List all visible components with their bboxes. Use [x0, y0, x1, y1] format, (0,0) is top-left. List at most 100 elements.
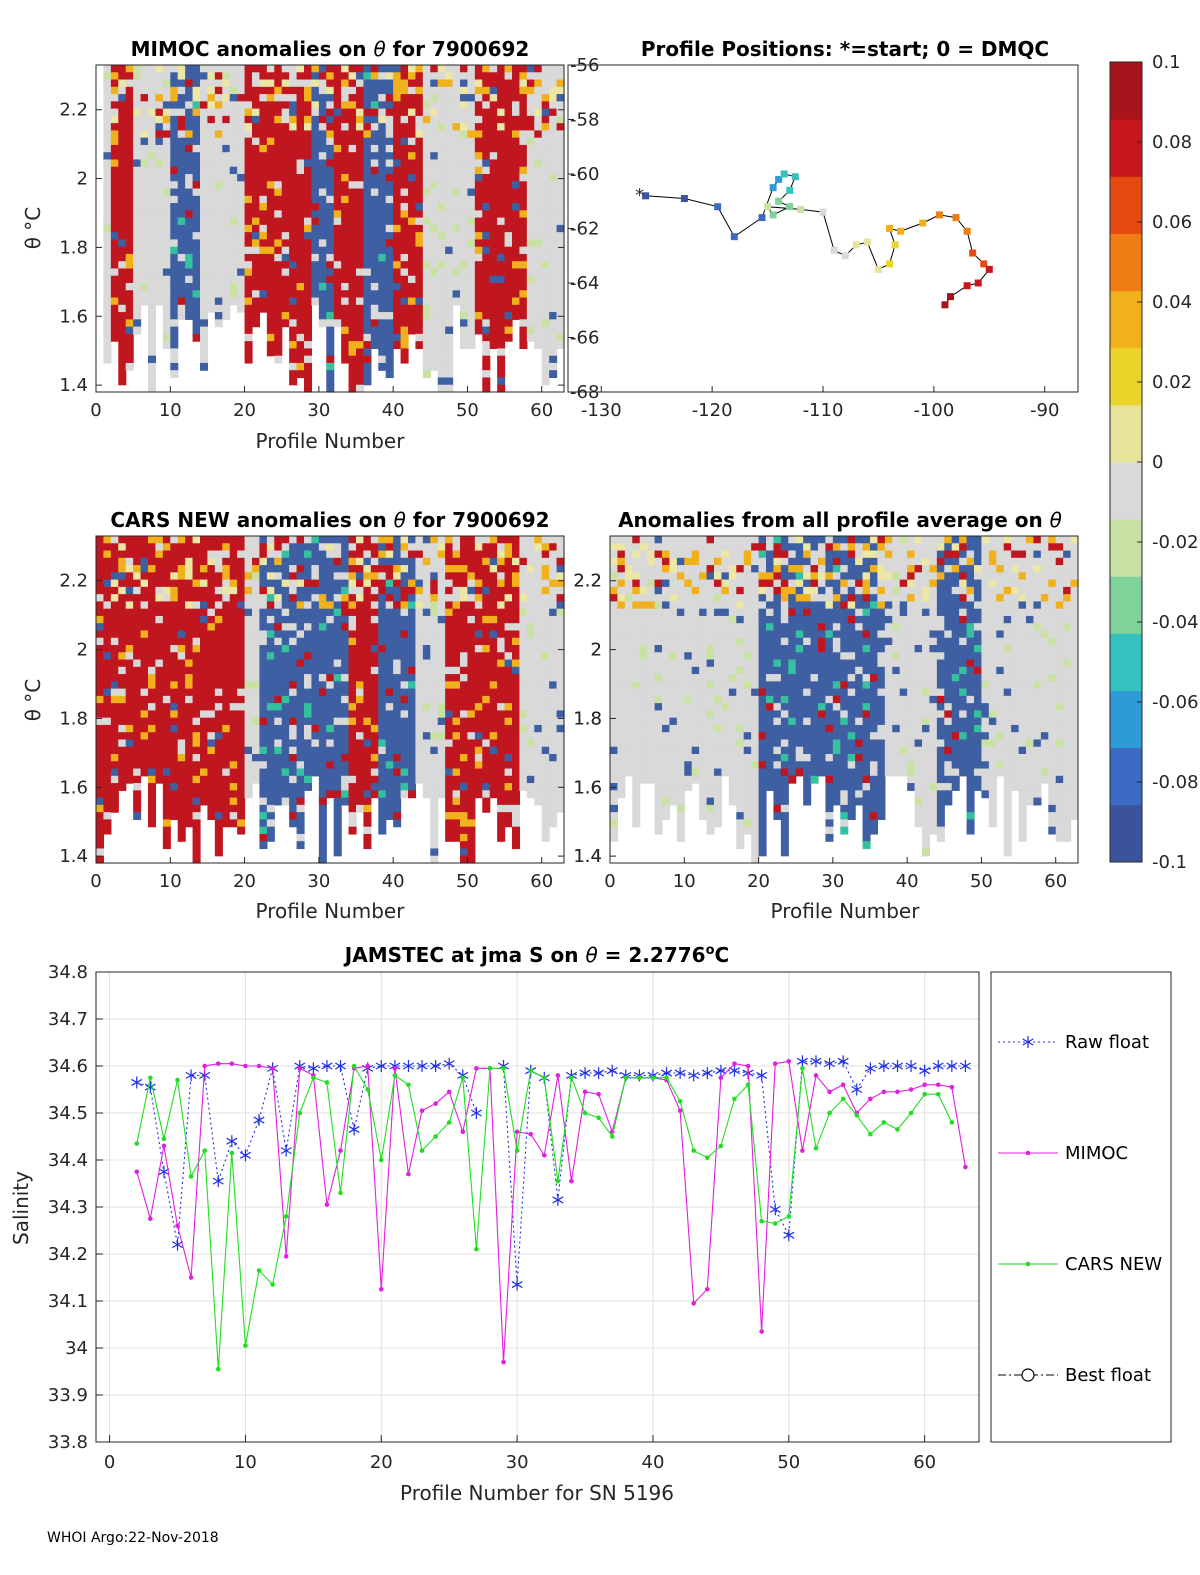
heatmap-cell — [326, 195, 335, 204]
heatmap-cell — [460, 732, 469, 741]
heatmap-cell — [318, 688, 327, 697]
heatmap-cell — [110, 666, 119, 675]
heatmap-cell — [437, 594, 446, 602]
heatmap-cell — [348, 217, 357, 226]
colorbar-tick-label: 0.08 — [1152, 132, 1192, 153]
heatmap-cell — [155, 724, 164, 733]
heatmap-cell — [408, 94, 417, 102]
heatmap-cell — [341, 768, 350, 777]
heatmap-cell — [118, 674, 127, 682]
heatmap-cell — [118, 754, 127, 762]
heatmap-cell — [378, 608, 387, 617]
heatmap-cell — [311, 217, 320, 226]
heatmap-cell — [192, 601, 201, 610]
heatmap-cell — [311, 144, 320, 153]
heatmap-cell — [489, 768, 498, 777]
heatmap-cell — [445, 601, 454, 610]
heatmap-cell — [326, 174, 335, 182]
heatmap-cell — [289, 783, 298, 791]
heatmap-cell — [415, 203, 424, 211]
heatmap-cell — [430, 333, 439, 342]
heatmap-cell — [422, 746, 431, 755]
heatmap-cell — [385, 536, 394, 544]
heatmap-cell — [140, 137, 149, 146]
heatmap-cell — [318, 543, 327, 552]
heatmap-cell — [274, 608, 283, 617]
heatmap-cell — [474, 195, 483, 204]
heatmap-cell — [422, 666, 431, 675]
heatmap-cell — [237, 261, 246, 270]
heatmap-cell — [474, 130, 483, 139]
heatmap-cell — [214, 754, 223, 762]
heatmap-cell — [400, 615, 409, 624]
heatmap-cell — [326, 594, 335, 602]
heatmap-cell — [252, 123, 261, 131]
heatmap-cell — [103, 790, 112, 799]
heatmap-cell — [148, 645, 157, 653]
heatmap-cell — [497, 348, 506, 357]
heatmap-cell — [512, 812, 521, 820]
heatmap-cell — [296, 94, 305, 102]
heatmap-cell — [526, 550, 535, 559]
heatmap-cell — [266, 341, 275, 349]
heatmap-cell — [229, 203, 238, 211]
heatmap-cell — [541, 246, 550, 255]
heatmap-cell — [103, 674, 112, 682]
heatmap-cell — [118, 239, 127, 248]
heatmap-cell — [252, 130, 261, 139]
heatmap-cell — [556, 341, 565, 349]
heatmap-cell — [296, 783, 305, 791]
heatmap-cell — [133, 79, 142, 88]
heatmap-cell — [356, 608, 365, 617]
heatmap-cell — [512, 768, 521, 777]
heatmap-cell — [252, 210, 261, 219]
heatmap-cell — [296, 275, 305, 284]
heatmap-cell — [311, 108, 320, 117]
heatmap-cell — [541, 333, 550, 342]
heatmap-cell — [318, 623, 327, 632]
heatmap-cell — [229, 601, 238, 610]
heatmap-cell — [356, 79, 365, 88]
heatmap-cell — [326, 65, 335, 73]
heatmap-cell — [185, 101, 194, 110]
heatmap-cell — [311, 630, 320, 639]
heatmap-cell — [512, 586, 521, 595]
heatmap-cell — [125, 754, 134, 762]
heatmap-cell — [541, 79, 550, 88]
heatmap-cell — [385, 333, 394, 342]
heatmap-cell — [185, 557, 194, 566]
heatmap-cell — [526, 739, 535, 748]
heatmap-cell — [118, 630, 127, 639]
heatmap-cell — [370, 224, 379, 233]
heatmap-cell — [162, 623, 171, 632]
heatmap-cell — [460, 630, 469, 639]
heatmap-cell — [296, 355, 305, 364]
heatmap-cell — [356, 754, 365, 762]
heatmap-cell — [326, 217, 335, 226]
heatmap-cell — [318, 217, 327, 226]
heatmap-cell — [170, 123, 179, 131]
heatmap-cell — [140, 101, 149, 110]
heatmap-cell — [408, 594, 417, 602]
heatmap-cell — [185, 586, 194, 595]
heatmap-cell — [497, 710, 506, 719]
heatmap-cell — [356, 536, 365, 544]
heatmap-cell — [452, 195, 461, 204]
profile-position-marker — [841, 252, 849, 260]
heatmap-cell — [140, 659, 149, 668]
heatmap-cell — [556, 246, 565, 255]
heatmap-cell — [348, 797, 357, 806]
heatmap-cell — [430, 297, 439, 306]
heatmap-cell — [266, 115, 275, 124]
heatmap-cell — [125, 543, 134, 552]
heatmap-cell — [526, 615, 535, 624]
heatmap-cell — [526, 137, 535, 146]
heatmap-cell — [274, 86, 283, 95]
heatmap-cell — [489, 181, 498, 190]
heatmap-cell — [378, 652, 387, 661]
heatmap-cell — [200, 217, 209, 226]
heatmap-cell — [125, 579, 134, 588]
heatmap-cell — [430, 86, 439, 95]
heatmap-cell — [296, 261, 305, 270]
heatmap-cell — [266, 65, 275, 73]
